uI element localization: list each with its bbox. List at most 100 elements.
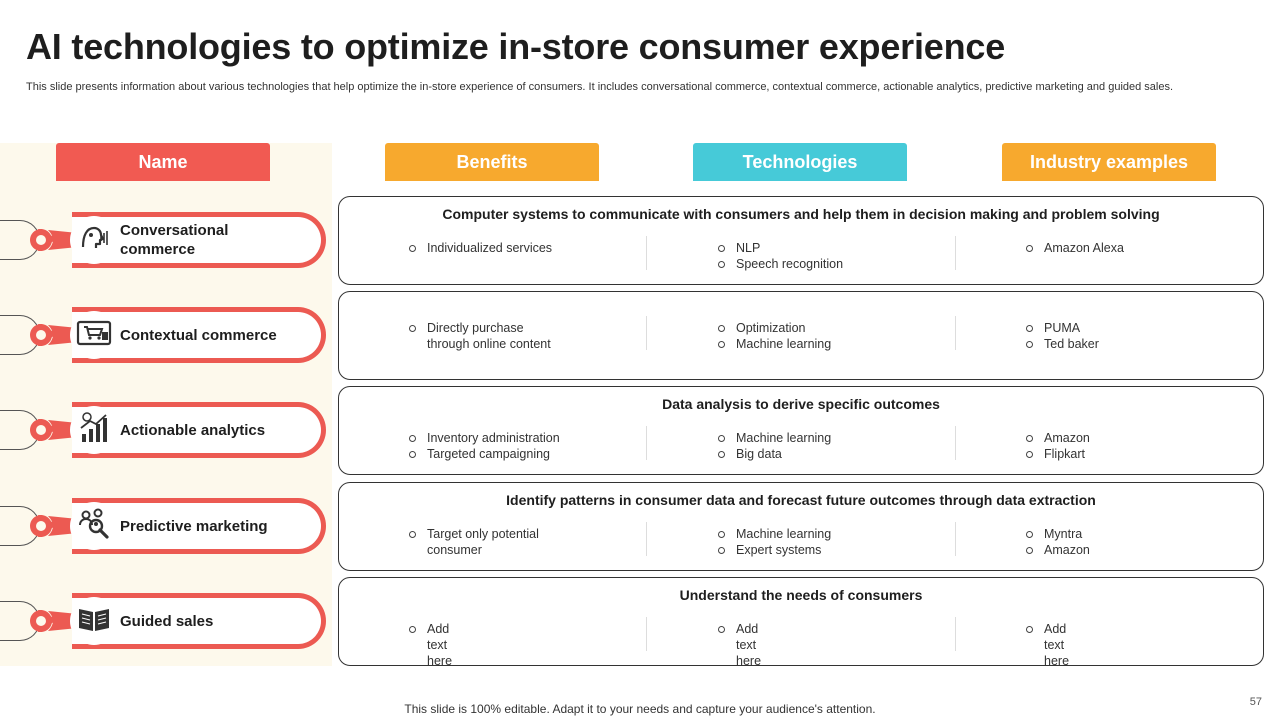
list-item: Add text here <box>409 621 469 669</box>
row-industry-column: Add text here <box>1026 621 1226 669</box>
row-industry-list: Amazon Alexa <box>1026 240 1226 256</box>
row-benefits-list: Directly purchase through online content <box>409 320 609 352</box>
analytics-chart-icon <box>78 411 110 449</box>
list-item: NLP <box>718 240 918 256</box>
row-name-label: Contextual commerce <box>120 307 320 363</box>
row-benefits-list: Inventory administration Targeted campaig… <box>409 430 609 462</box>
list-item: Targeted campaigning <box>409 446 569 462</box>
row-industry-list: Add text here <box>1026 621 1226 669</box>
list-item: Machine learning <box>718 526 918 542</box>
list-item: Individualized services <box>409 240 569 256</box>
row-name-text: Actionable analytics <box>120 421 266 439</box>
column-divider <box>646 426 647 460</box>
row-name-label: Guided sales <box>120 593 320 649</box>
row-benefits-column: Inventory administration Targeted campaig… <box>409 430 609 462</box>
row-technologies-column: Optimization Machine learning <box>718 320 918 352</box>
list-item: Machine learning <box>718 430 918 446</box>
row-technologies-column: Add text here <box>718 621 918 669</box>
header-benefits: Benefits <box>385 143 599 181</box>
row-content-box: Understand the needs of consumers Add tex… <box>338 577 1264 669</box>
slide-title: AI technologies to optimize in-store con… <box>26 26 1006 67</box>
column-divider <box>646 617 647 651</box>
row-technologies-list: Machine learning Expert systems <box>718 526 918 558</box>
list-item: PUMA <box>1026 320 1226 336</box>
list-item: Machine learning <box>718 336 918 352</box>
row-content-box: Directly purchase through online content… <box>338 291 1264 380</box>
row-name-label: Actionable analytics <box>120 402 320 458</box>
header-technologies: Technologies <box>693 143 907 181</box>
row-icon-holder <box>70 311 118 359</box>
row-benefits-column: Individualized services <box>409 240 609 256</box>
row-industry-list: PUMA Ted baker <box>1026 320 1226 352</box>
row-heading: Data analysis to derive specific outcome… <box>662 396 940 412</box>
list-item: Add text here <box>1026 621 1086 669</box>
row-technologies-column: Machine learning Expert systems <box>718 526 918 558</box>
row-name-text: Predictive marketing <box>120 517 268 535</box>
row-benefits-column: Directly purchase through online content <box>409 320 609 352</box>
row-name-text: Conversational commerce <box>120 222 229 258</box>
list-item: Flipkart <box>1026 446 1226 462</box>
list-item: Amazon <box>1026 542 1226 558</box>
column-divider <box>955 236 956 270</box>
row-technologies-list: Add text here <box>718 621 918 669</box>
column-divider <box>646 316 647 350</box>
row-content-box: Computer systems to communicate with con… <box>338 196 1264 285</box>
column-divider <box>646 522 647 556</box>
list-item: Amazon <box>1026 430 1226 446</box>
row-name-label: Predictive marketing <box>120 498 320 554</box>
list-item: Myntra <box>1026 526 1226 542</box>
list-item: Ted baker <box>1026 336 1226 352</box>
row-benefits-list: Individualized services <box>409 240 609 256</box>
row-benefits-column: Add text here <box>409 621 609 669</box>
row-icon-holder <box>70 597 118 645</box>
header-industry-examples: Industry examples <box>1002 143 1216 181</box>
page-number: 57 <box>1249 696 1262 708</box>
list-item: Amazon Alexa <box>1026 240 1226 256</box>
row-industry-column: PUMA Ted baker <box>1026 320 1226 352</box>
column-divider <box>955 316 956 350</box>
row-icon-holder <box>70 502 118 550</box>
row-industry-column: Amazon Alexa <box>1026 240 1226 256</box>
row-name-text: Guided sales <box>120 612 214 630</box>
list-item: Directly purchase through online content <box>409 320 569 352</box>
column-divider <box>955 522 956 556</box>
row-heading: Identify patterns in consumer data and f… <box>506 492 1096 508</box>
row-industry-list: Myntra Amazon <box>1026 526 1226 558</box>
list-item: Expert systems <box>718 542 918 558</box>
row-benefits-list: Add text here <box>409 621 609 669</box>
audience-search-icon <box>77 507 111 546</box>
row-benefits-column: Target only potential consumer <box>409 526 609 558</box>
row-technologies-column: Machine learning Big data <box>718 430 918 462</box>
open-book-icon <box>77 604 111 639</box>
column-divider <box>955 617 956 651</box>
header-name: Name <box>56 143 270 181</box>
row-heading: Understand the needs of consumers <box>679 587 923 603</box>
row-technologies-list: Optimization Machine learning <box>718 320 918 352</box>
row-name-pill <box>72 212 326 268</box>
row-industry-column: Amazon Flipkart <box>1026 430 1226 462</box>
row-content-box: Identify patterns in consumer data and f… <box>338 482 1264 571</box>
slide-footer: This slide is 100% editable. Adapt it to… <box>0 702 1280 716</box>
list-item: Optimization <box>718 320 918 336</box>
row-icon-holder <box>70 216 118 264</box>
row-industry-column: Myntra Amazon <box>1026 526 1226 558</box>
row-technologies-list: NLP Speech recognition <box>718 240 918 272</box>
connector-knob <box>28 322 90 348</box>
voice-assistant-icon <box>77 221 111 260</box>
list-item: Inventory administration <box>409 430 569 446</box>
row-content-box: Data analysis to derive specific outcome… <box>338 386 1264 475</box>
list-item: Add text here <box>718 621 778 669</box>
row-icon-holder <box>70 406 118 454</box>
column-divider <box>646 236 647 270</box>
slide-subtitle: This slide presents information about va… <box>26 81 1174 93</box>
row-industry-list: Amazon Flipkart <box>1026 430 1226 462</box>
footer-text: This slide is 100% editable. Adapt it to… <box>404 702 876 716</box>
row-name-label: Conversational commerce <box>120 212 320 268</box>
row-technologies-list: Machine learning Big data <box>718 430 918 462</box>
row-heading: Computer systems to communicate with con… <box>442 206 1160 222</box>
list-item: Speech recognition <box>718 256 918 272</box>
list-item: Big data <box>718 446 918 462</box>
row-benefits-list: Target only potential consumer <box>409 526 609 558</box>
row-name-text: Contextual commerce <box>120 326 277 344</box>
column-divider <box>955 426 956 460</box>
